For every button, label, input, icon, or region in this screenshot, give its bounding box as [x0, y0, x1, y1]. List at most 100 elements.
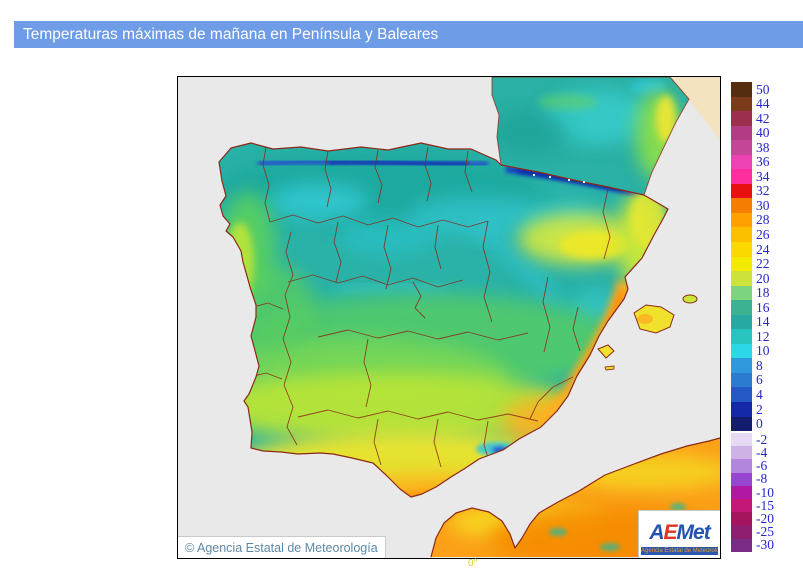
- legend-value: 50: [756, 81, 770, 97]
- legend-swatch: [731, 111, 752, 126]
- legend-swatch: [731, 525, 752, 539]
- legend-swatch: [731, 285, 752, 301]
- legend-swatch: [731, 227, 752, 243]
- legend-entry: 16: [731, 300, 770, 315]
- legend-value: 18: [756, 285, 770, 301]
- logo-letter: E: [663, 521, 677, 544]
- legend-value: -4: [756, 445, 768, 461]
- map-graphic: [178, 77, 720, 558]
- legend-entry: 44: [731, 96, 770, 112]
- legend-entry: 24: [731, 242, 770, 257]
- legend-swatch: [731, 329, 752, 344]
- legend-entry: 4: [731, 387, 770, 403]
- legend-swatch: [731, 82, 752, 97]
- aemet-logo: AEMet Agencia Estatal de Meteorología: [638, 510, 720, 558]
- legend-entry: 0: [731, 416, 770, 432]
- legend-swatch: [731, 459, 752, 473]
- weather-map: © Agencia Estatal de Meteorología AEMet …: [177, 76, 721, 559]
- logo-letter: A: [649, 521, 664, 544]
- logo-letter: t: [703, 521, 711, 544]
- legend-swatch: [731, 343, 752, 359]
- legend-value: 20: [756, 270, 770, 286]
- legend-entry: 26: [731, 226, 770, 243]
- legend-swatch: [731, 300, 752, 315]
- province-borders: [249, 146, 611, 468]
- legend-value: -25: [756, 524, 774, 540]
- legend-entry: 6: [731, 372, 770, 388]
- legend-swatch: [731, 416, 752, 432]
- legend-swatch: [731, 433, 752, 447]
- legend-swatch: [731, 96, 752, 112]
- logo-letter: M: [676, 521, 694, 544]
- legend-value: -30: [756, 537, 774, 553]
- legend-entry: -2: [731, 431, 774, 447]
- legend-value: 42: [756, 110, 770, 126]
- legend-entry: -6: [731, 458, 774, 474]
- legend-value: 28: [756, 212, 770, 228]
- legend-negative: -2 -4 -6 -8 -10 -15 -20 -25 -30: [731, 433, 774, 552]
- meridian-label: 0°: [468, 558, 478, 569]
- legend-entry: -10: [731, 486, 774, 499]
- page-title: Temperaturas máximas de mañana en Peníns…: [23, 25, 439, 43]
- legend-entry: -8: [731, 471, 774, 487]
- legend-value: -6: [756, 458, 768, 474]
- legend-entry: 10: [731, 343, 770, 359]
- legend-swatch: [731, 472, 752, 486]
- legend-entry: 14: [731, 314, 770, 330]
- legend-value: -20: [756, 510, 774, 526]
- legend-value: 10: [756, 343, 770, 359]
- title-bar: Temperaturas máximas de mañana en Peníns…: [14, 21, 803, 48]
- aemet-logo-tagline: Agencia Estatal de Meteorología: [641, 547, 718, 555]
- legend-swatch: [731, 198, 752, 213]
- legend-swatch: [731, 372, 752, 388]
- legend-swatch: [731, 256, 752, 272]
- legend-entry: 34: [731, 169, 770, 184]
- legend-value: 26: [756, 226, 770, 242]
- legend-value: 4: [756, 387, 763, 402]
- copyright-notice: © Agencia Estatal de Meteorología: [178, 536, 386, 558]
- legend-value: 12: [756, 328, 770, 344]
- legend-value: 38: [756, 139, 770, 155]
- legend-value: 36: [756, 154, 770, 170]
- legend-value: 34: [756, 168, 770, 184]
- legend-entry: 50: [731, 82, 770, 97]
- legend-value: -2: [756, 431, 768, 447]
- legend-swatch: [731, 358, 752, 373]
- legend-entry: 38: [731, 140, 770, 155]
- legend-value: 22: [756, 256, 770, 272]
- legend-value: 0: [756, 416, 763, 432]
- legend-swatch: [731, 402, 752, 417]
- legend-entry: -25: [731, 524, 774, 540]
- legend-entry: 36: [731, 154, 770, 170]
- legend-entry: 30: [731, 198, 770, 213]
- legend-entry: 12: [731, 329, 770, 344]
- legend-swatch: [731, 314, 752, 330]
- pyrenees-peaks: [532, 173, 586, 184]
- legend-entry: -4: [731, 445, 774, 461]
- legend-value: 30: [756, 197, 770, 213]
- legend-entry: 32: [731, 183, 770, 199]
- legend-entry: 22: [731, 256, 770, 272]
- legend-entry: 8: [731, 358, 770, 373]
- legend-swatch: [731, 183, 752, 199]
- legend-swatch: [731, 125, 752, 141]
- legend-value: 2: [756, 401, 763, 417]
- legend-entry: 20: [731, 271, 770, 286]
- legend-value: 8: [756, 357, 763, 373]
- legend-value: 6: [756, 372, 763, 388]
- legend-entry: -20: [731, 510, 774, 526]
- legend-swatch: [731, 212, 752, 228]
- legend-positive: 50 44 42 40 38 36 34 32 30 28 26 24 22 20 18 16 14 12 10 8 6…: [731, 82, 770, 432]
- legend-entry: -15: [731, 499, 774, 513]
- legend-value: -8: [756, 471, 768, 487]
- legend-entry: 40: [731, 125, 770, 141]
- legend-value: 24: [756, 241, 770, 257]
- legend-entry: 2: [731, 402, 770, 417]
- logo-letter: e: [693, 521, 705, 544]
- legend-value: -10: [756, 484, 774, 500]
- legend-swatch: [731, 387, 752, 403]
- balearic-islands: [597, 294, 698, 371]
- legend-value: 40: [756, 125, 770, 141]
- legend-entry: -30: [731, 537, 774, 553]
